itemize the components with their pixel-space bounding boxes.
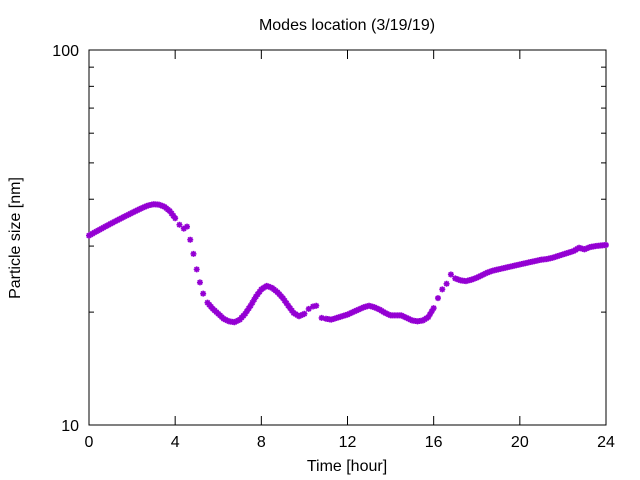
x-tick-label-6: 24: [597, 434, 615, 451]
y-axis-title: Particle size [nm]: [7, 177, 24, 299]
data-point-0-176: [430, 305, 437, 312]
data-point-0-173: [425, 314, 432, 321]
x-tick-label-0: 0: [85, 434, 94, 451]
data-point-0-52: [187, 236, 194, 243]
tick-labels: 0 4 8 12 16 20 24 10 100: [52, 43, 615, 451]
x-tick-label-5: 20: [511, 434, 529, 451]
data-point-0-175: [428, 308, 435, 315]
x-tick-label-2: 8: [257, 434, 266, 451]
data-point-0-178: [439, 286, 446, 293]
x-tick-label-1: 4: [171, 434, 180, 451]
data-point-0-114: [313, 302, 320, 309]
data-point-0-111: [301, 310, 308, 317]
data-point-0-54: [193, 266, 200, 273]
x-tick-label-4: 16: [425, 434, 443, 451]
x-tick-label-3: 12: [339, 434, 357, 451]
data-point-0-50: [180, 225, 187, 232]
data-point-0-56: [200, 290, 207, 297]
data-point-0-81: [247, 302, 254, 309]
data-point-0-55: [196, 279, 203, 286]
data-point-0-49: [176, 221, 183, 228]
data-point-0-78: [242, 310, 249, 317]
data-point-0-265: [603, 241, 609, 248]
data-point-0-53: [190, 250, 197, 257]
plot-frame: [88, 49, 607, 426]
data-point-0-83: [251, 296, 258, 303]
axis-ticks: [88, 49, 607, 426]
y-tick-label-0: 10: [61, 418, 79, 435]
data-point-0-115: [318, 314, 325, 321]
data-point-0-51: [184, 223, 191, 230]
data-point-0-80: [245, 305, 252, 312]
data-point-0-82: [249, 299, 256, 306]
data-point-0-112: [305, 305, 312, 312]
data-point-0-177: [434, 295, 441, 302]
y-tick-label-1: 100: [52, 43, 79, 60]
data-point-0-79: [243, 308, 250, 315]
data-point-0-179: [443, 280, 450, 287]
data-point-0-113: [310, 303, 317, 310]
chart-title: Modes location (3/19/19): [259, 17, 435, 34]
x-axis-title: Time [hour]: [307, 458, 387, 475]
data-point-0-48: [172, 215, 179, 222]
data-point-0-180: [447, 271, 454, 278]
data-point-0-174: [427, 311, 434, 318]
data-points: [86, 201, 609, 326]
